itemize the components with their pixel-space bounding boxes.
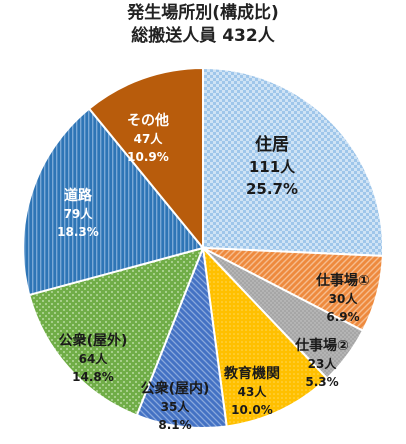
data-label-percent: 6.9% [326,310,359,324]
chart-title: 発生場所別(構成比) 総搬送人員 432人 [0,2,406,48]
data-label-name: その他 [127,112,169,129]
pie-slice-education [201,245,329,428]
data-label-workplace-2: 仕事場② 23人 5.3% [294,337,349,389]
data-label-count: 111人 [249,158,296,176]
data-label-percent: 14.8% [72,370,114,384]
data-label-name: 仕事場① [315,272,370,289]
pie-slice-other [87,66,204,251]
data-label-workplace-1: 仕事場① 30人 6.9% [315,272,370,324]
pie-labels: 住居 111人 25.7% 仕事場① 30人 6.9% 仕事場② 23人 5.3% 教育機関 43人… [57,112,370,432]
data-label-percent: 5.3% [305,375,338,389]
data-label-count: 47人 [134,131,164,146]
data-label-percent: 18.3% [57,225,99,239]
data-label-count: 23人 [308,356,338,371]
pie-slice-road [22,107,205,297]
data-label-percent: 10.0% [231,403,273,417]
data-label-percent: 10.9% [127,150,169,164]
data-label-name: 教育機関 [224,365,280,382]
chart-title-line-2: 総搬送人員 432人 [131,26,275,46]
data-label-percent: 25.7% [246,180,298,198]
data-label-count: 35人 [161,399,191,414]
data-label-education: 教育機関 43人 10.0% [224,365,280,417]
data-label-percent: 8.1% [158,418,191,432]
data-label-count: 64人 [79,351,109,366]
data-label-road: 道路 79人 18.3% [57,187,99,239]
pie-slices [22,66,384,429]
data-label-count: 43人 [238,384,268,399]
chart-title-line-1: 発生場所別(構成比) [127,3,279,23]
data-label-name: 住居 [255,134,289,155]
pie-slice-public-outdoor [28,246,205,417]
pie-slice-home [202,66,384,257]
pie-slice-public-indoor [135,244,228,429]
data-label-name: 仕事場② [294,337,349,354]
data-label-name: 公衆(屋外) [59,332,128,349]
data-label-public-indoor: 公衆(屋内) 35人 8.1% [141,380,210,432]
data-label-public-outdoor: 公衆(屋外) 64人 14.8% [59,332,128,384]
data-label-name: 公衆(屋内) [141,380,210,397]
data-label-other: その他 47人 10.9% [127,112,169,164]
data-label-count: 79人 [64,206,94,221]
data-label-count: 30人 [329,291,359,306]
data-label-name: 道路 [64,187,93,204]
data-label-home: 住居 111人 25.7% [246,134,298,198]
